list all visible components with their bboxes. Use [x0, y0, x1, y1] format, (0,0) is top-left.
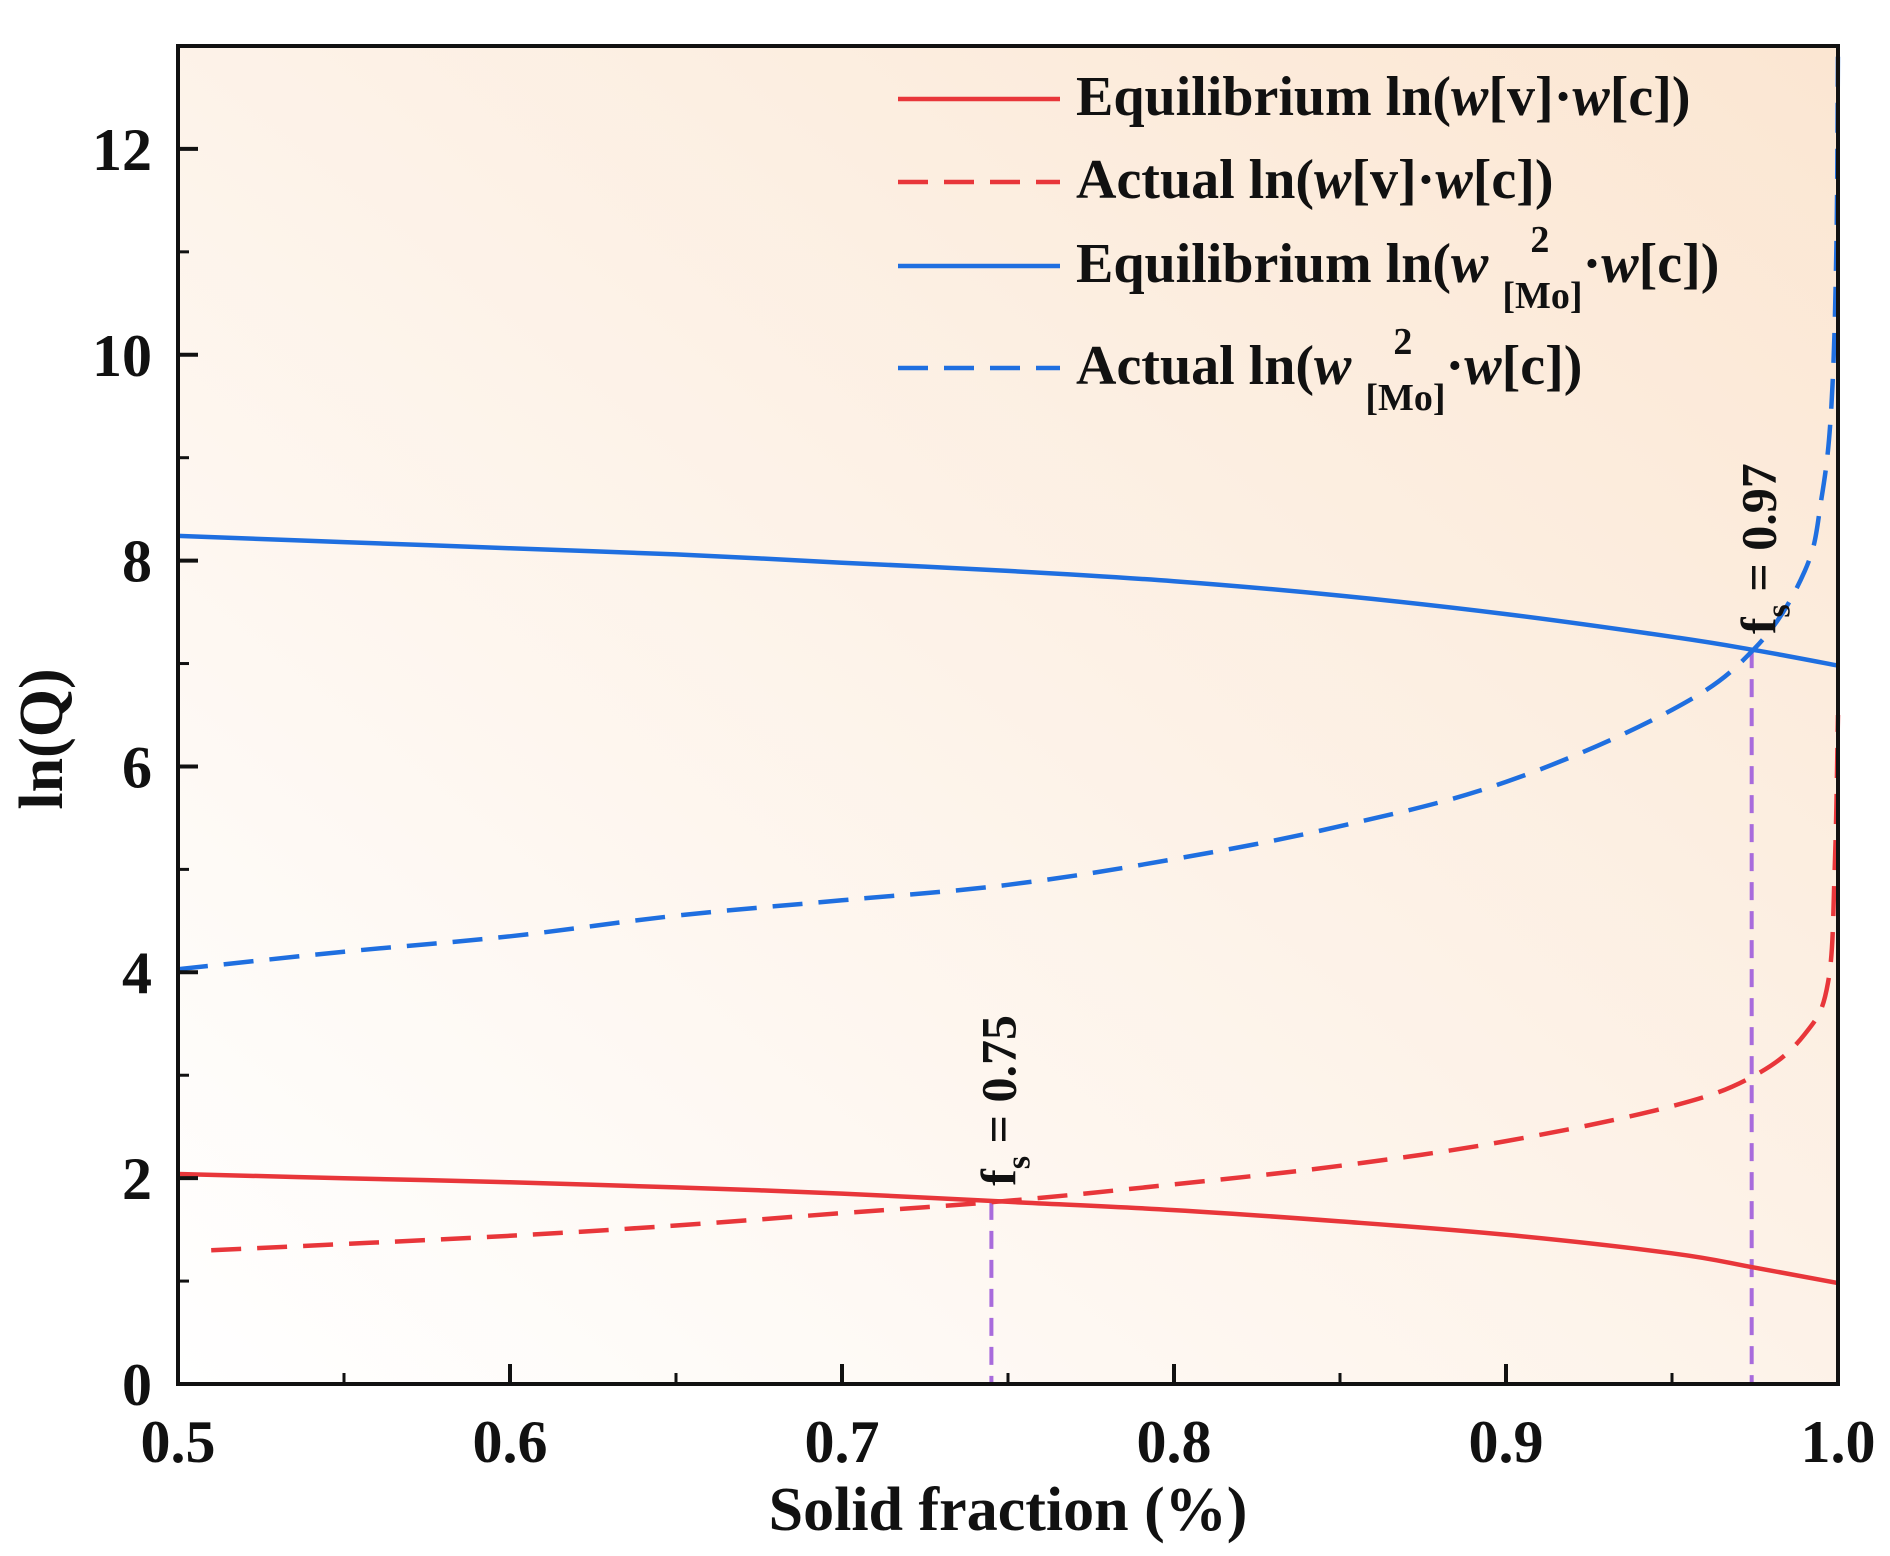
series-line-3	[177, 533, 1839, 668]
legend-superscript-3: 2	[1530, 219, 1549, 261]
y-tick-label: 10	[92, 323, 152, 389]
y-tick-label: 6	[122, 734, 152, 800]
series-line-4	[177, 45, 1841, 972]
annotation-label-1: fs = 0.75	[970, 1015, 1037, 1186]
y-axis: 0 2 4 6 8 10 12	[92, 117, 198, 1418]
legend-label-1: Equilibrium ln(w[v]·w[c])	[1076, 66, 1691, 128]
series-line-1	[177, 1171, 1839, 1286]
x-tick-label: 1.0	[1801, 1409, 1876, 1475]
y-tick-label: 12	[92, 117, 152, 183]
y-tick-label: 4	[122, 940, 152, 1006]
series-line-2	[211, 714, 1841, 1253]
x-tick-label: 0.7	[805, 1409, 880, 1475]
legend-superscript-4: 2	[1393, 321, 1412, 363]
legend-label-2: Actual ln(w[v]·w[c])	[1076, 149, 1554, 211]
legend-label-4: Actual ln(w [Mo]·w[c])	[1076, 335, 1582, 419]
legend: Equilibrium ln(w[v]·w[c]) Actual ln(w[v]·…	[898, 66, 1719, 419]
y-tick-label: 0	[122, 1352, 152, 1418]
x-axis-title: Solid fraction (%)	[769, 1476, 1248, 1544]
y-axis-title: ln(Q)	[8, 668, 76, 809]
y-tick-label: 8	[122, 529, 152, 595]
x-axis: 0.5 0.6 0.7 0.8 0.9 1.0	[141, 1364, 1876, 1475]
annotation-label-2: fs = 0.97	[1731, 463, 1798, 634]
x-tick-label: 0.8	[1137, 1409, 1212, 1475]
x-tick-label: 0.6	[473, 1409, 548, 1475]
x-tick-label: 0.5	[141, 1409, 216, 1475]
y-tick-label: 2	[122, 1146, 152, 1212]
series-layer	[177, 45, 1841, 1286]
x-tick-label: 0.9	[1469, 1409, 1544, 1475]
annotations: fs = 0.75 fs = 0.97	[970, 463, 1797, 1186]
annotation-guides	[989, 650, 1754, 1384]
legend-label-3: Equilibrium ln(w [Mo]·w[c])	[1076, 233, 1719, 317]
plot-background	[178, 46, 1838, 1384]
